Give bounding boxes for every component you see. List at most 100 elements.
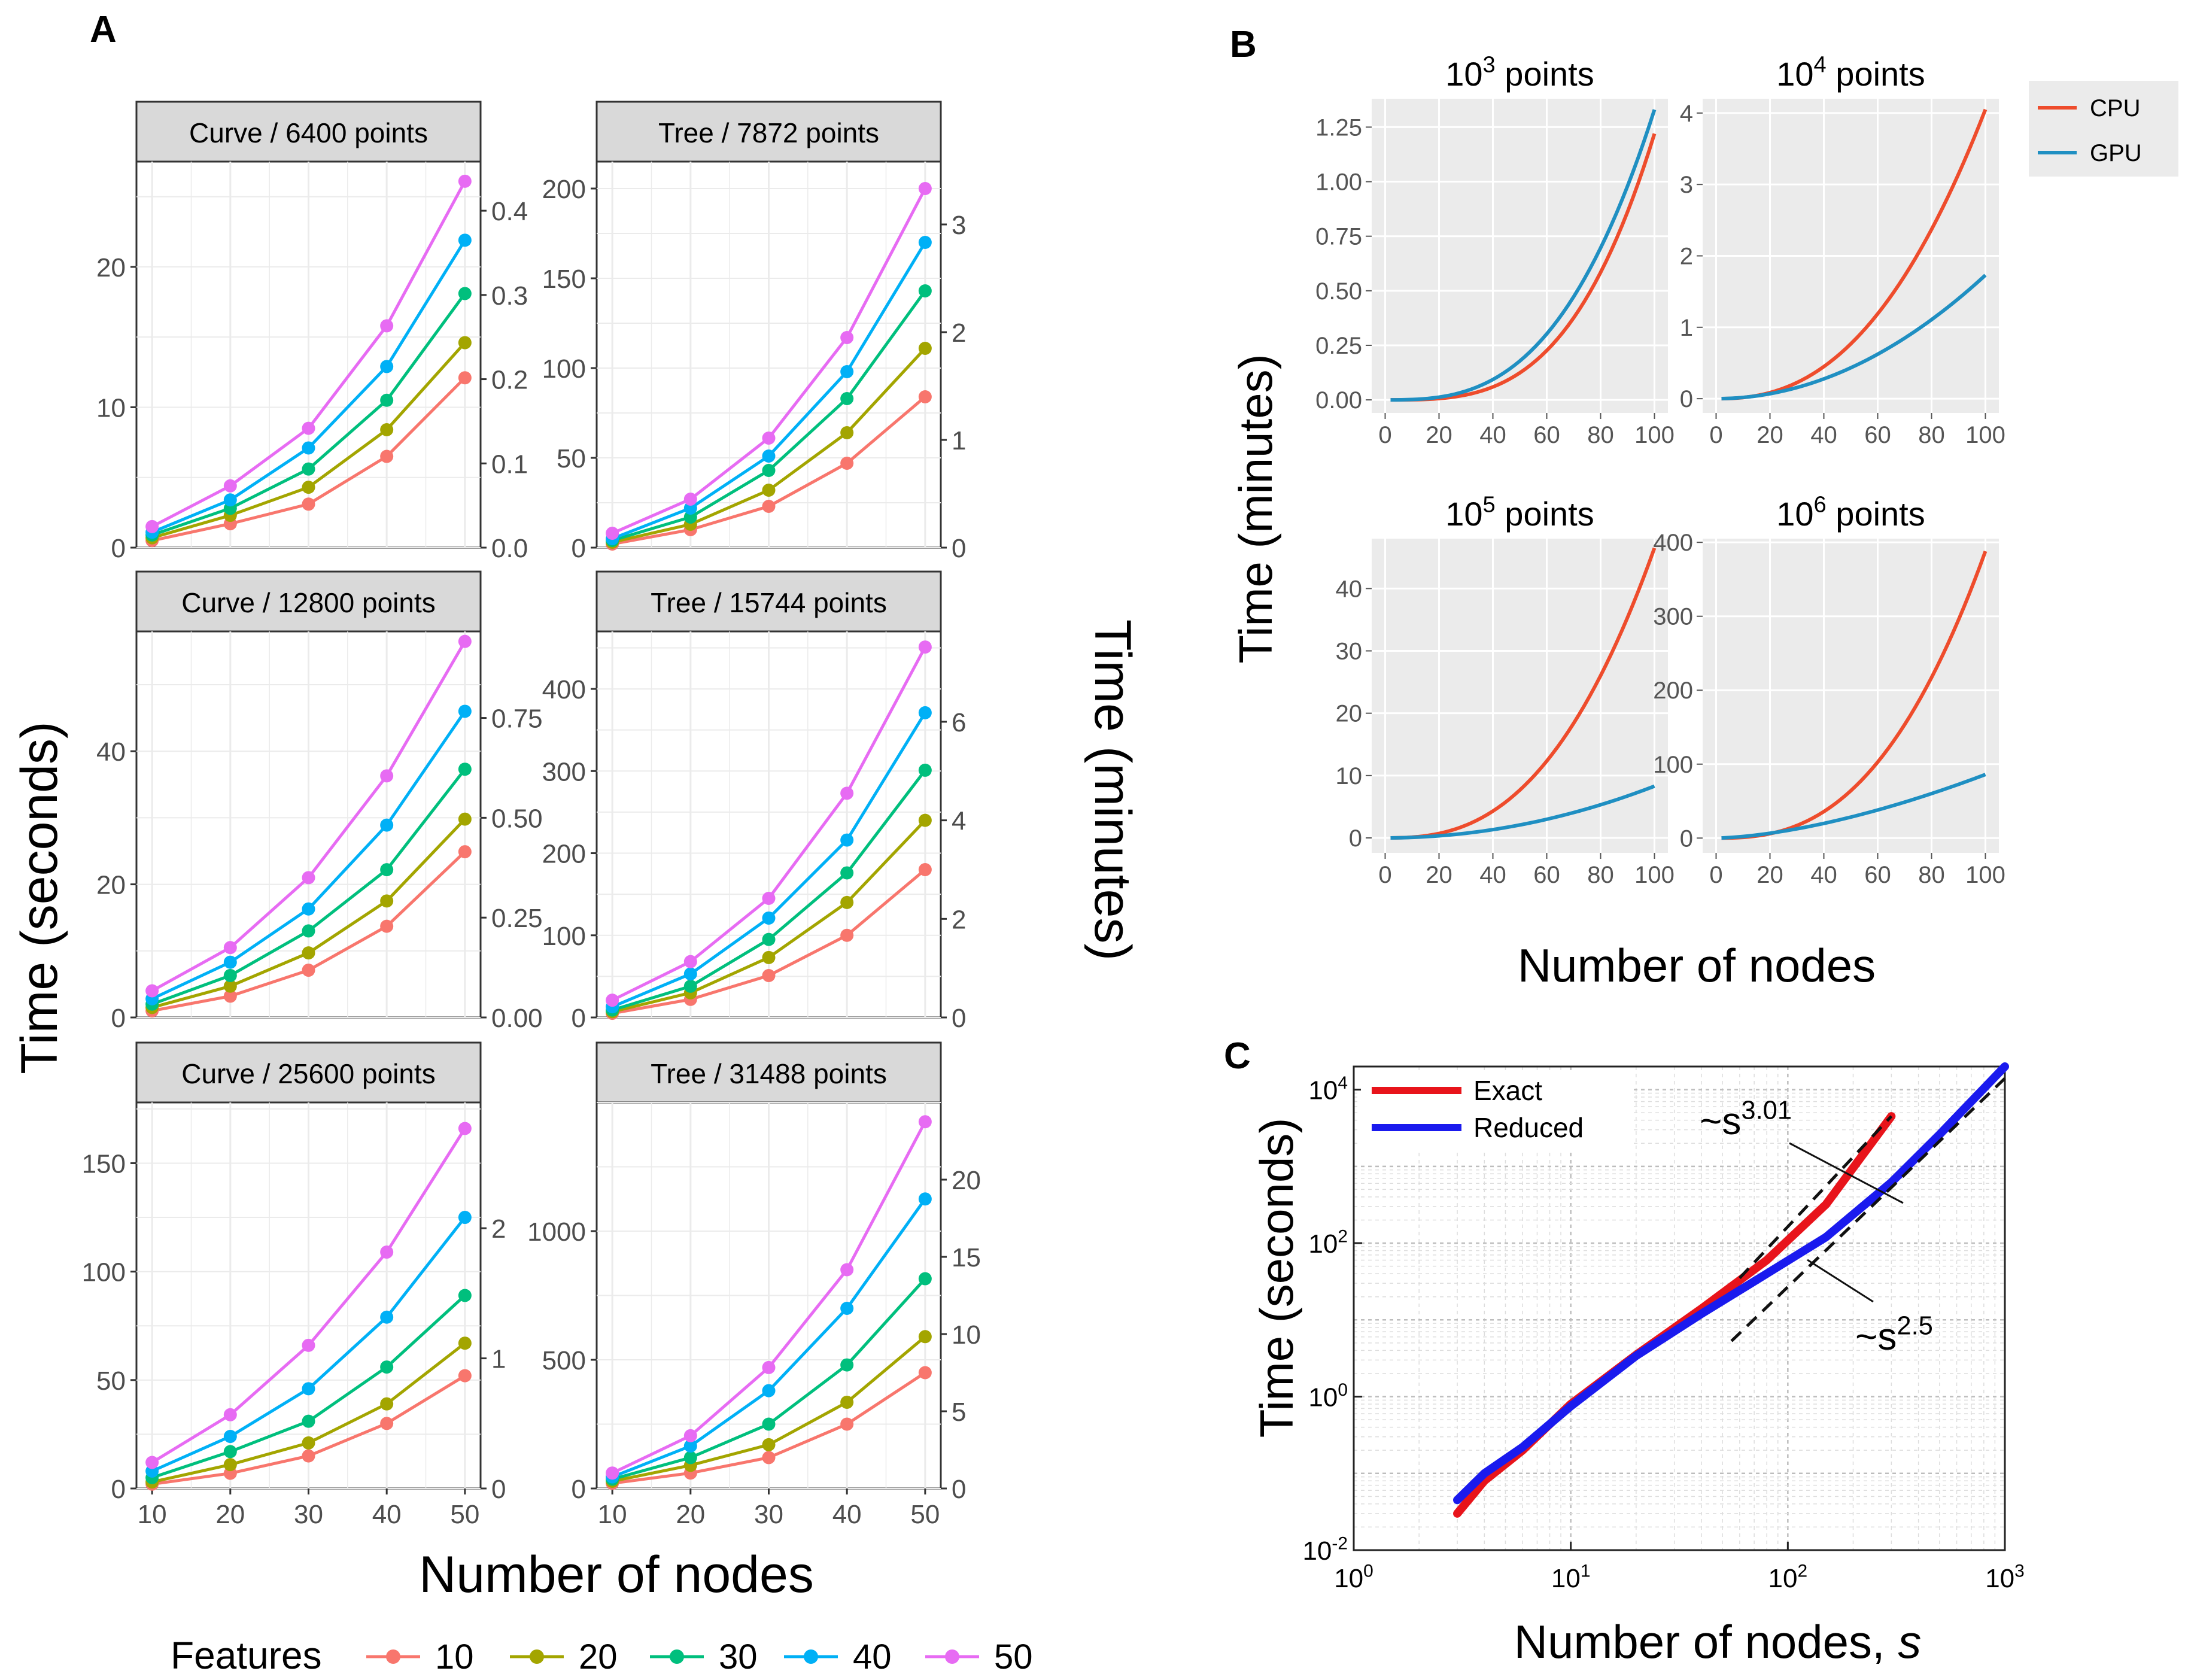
data-point [606, 527, 619, 540]
data-point [840, 426, 854, 439]
y-tick-label: 0 [1680, 386, 1693, 412]
legend-key-point [945, 1649, 959, 1664]
y2-tick-label: 2 [491, 1214, 506, 1244]
facet-title-exp: 5 [1483, 493, 1496, 518]
x-tick-label: 60 [1864, 862, 1891, 888]
data-point [918, 284, 932, 297]
panel-a-x-axis-title: Number of nodes [419, 1546, 814, 1603]
y-tick-label: 150 [542, 265, 586, 294]
x-tick-label: 60 [1533, 862, 1560, 888]
facet-title: Tree / 7872 points [658, 117, 879, 148]
y-tick-label: 40 [1336, 576, 1363, 602]
y2-tick-label: 0.1 [491, 449, 528, 479]
facet-title: Tree / 31488 points [651, 1058, 887, 1089]
facet-title-exp: 6 [1814, 493, 1827, 518]
y-tick-label-base: 10 [1308, 1229, 1338, 1259]
legend-key-point [386, 1649, 400, 1664]
data-point [840, 457, 854, 470]
data-point [840, 392, 854, 405]
data-point [458, 287, 472, 300]
x-tick-label-base: 10 [1768, 1564, 1798, 1593]
data-point [762, 950, 776, 964]
data-point [458, 1336, 472, 1350]
y-tick-label: 10 [96, 393, 126, 423]
x-tick-label: 0 [1709, 862, 1722, 888]
facet-title: Tree / 15744 points [651, 587, 887, 618]
y2-tick-label: 0.50 [491, 804, 543, 833]
data-point [380, 1397, 394, 1411]
data-point [840, 365, 854, 378]
x-tick-label: 100 [1634, 422, 1675, 448]
y2-tick-label: 0.0 [491, 534, 528, 563]
data-point [606, 1466, 619, 1480]
data-point [918, 640, 932, 654]
y-tick-label: 0 [572, 1004, 586, 1033]
data-point [918, 862, 932, 876]
facet-a-5: Tree / 31488 points 0 500 1000 0 5 10 15 20 10 20 3… [527, 1041, 981, 1529]
y-tick-label: 20 [96, 871, 126, 900]
data-point [840, 833, 854, 847]
data-point [380, 449, 394, 463]
data-point [458, 704, 472, 718]
y-tick-label: 50 [557, 444, 586, 473]
data-point [380, 1310, 394, 1324]
y-tick-label: 4 [1680, 101, 1693, 127]
data-point [380, 423, 394, 436]
facet-title: Curve / 12800 points [181, 587, 436, 618]
facet-strip [135, 1041, 482, 1104]
y2-tick-label: 2 [952, 905, 966, 934]
data-point [683, 1451, 697, 1465]
y2-tick-label: 3 [952, 211, 966, 240]
y-tick-label: 100 [542, 922, 586, 951]
panel-c-y-axis-title: Time (seconds) [1250, 1118, 1303, 1438]
panel-c-x-axis-title: Number of nodes, s [1514, 1615, 1922, 1668]
data-point [458, 845, 472, 859]
facet-b-3: 106 points 0 20 40 60 80 100 0 100 200 300 400 [1653, 493, 2005, 888]
facet-a-1: Tree / 7872 points 0 50 100 150 200 0 1 2 3 [542, 101, 966, 563]
y-tick-label: 0.00 [1315, 387, 1362, 414]
y2-tick-label: 0 [952, 1475, 966, 1504]
y-tick-label: 104 [1308, 1073, 1348, 1105]
data-point [380, 769, 394, 783]
y-tick-label: 0.75 [1315, 224, 1362, 250]
data-point [302, 421, 315, 435]
data-point [458, 174, 472, 188]
data-point [458, 371, 472, 385]
y2-tick-label: 10 [952, 1320, 981, 1350]
facet-title-rest: points [1496, 55, 1594, 93]
data-point [302, 481, 315, 494]
data-point [458, 762, 472, 776]
panel-b-y-axis-title: Time (minutes) [1229, 354, 1282, 663]
y-tick-label-exp: 2 [1338, 1226, 1348, 1246]
data-point [302, 1436, 315, 1450]
fit-annotation-exact-base: ~s [1700, 1099, 1741, 1143]
x-tick-label-base: 10 [1334, 1564, 1363, 1593]
data-point [918, 342, 932, 355]
y-tick-label: 300 [542, 757, 586, 786]
y-tick-label-exp: 0 [1338, 1380, 1348, 1400]
data-point [762, 892, 776, 906]
data-point [302, 1449, 315, 1463]
facet-strip [595, 1041, 942, 1104]
y-tick-label: 3 [1680, 172, 1693, 198]
y-tick-label: 102 [1308, 1226, 1348, 1259]
series-line-gpu [1390, 784, 1655, 840]
y-tick-label: 40 [96, 737, 126, 767]
fit-annotation-reduced: ~s2.5 [1855, 1311, 1933, 1358]
y-tick-label-base: 10 [1308, 1076, 1338, 1105]
y-tick-label: 200 [542, 175, 586, 204]
data-point [762, 500, 776, 513]
y-tick-label: 10-2 [1302, 1533, 1348, 1566]
x-tick-label: 60 [1533, 422, 1560, 448]
panel-a-y-axis-title-left: Time (seconds) [11, 721, 68, 1074]
y-tick-label: 0.50 [1315, 278, 1362, 305]
data-point [762, 484, 776, 497]
data-point [762, 1438, 776, 1451]
data-point [762, 1360, 776, 1374]
data-point [762, 432, 776, 445]
panel-a-facets: Curve / 6400 points010200.00.10.20.30.4T… [82, 101, 981, 1529]
facet-title: 103 points [1445, 53, 1594, 93]
